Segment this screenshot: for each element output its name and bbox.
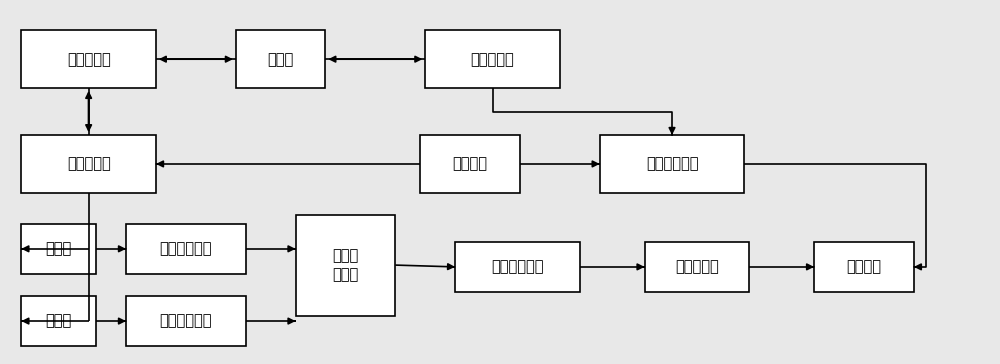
Bar — [126, 296, 246, 347]
Bar — [236, 30, 325, 88]
Text: 双输入
减速机: 双输入 减速机 — [332, 248, 359, 282]
Bar — [21, 30, 156, 88]
Text: 接口转换器: 接口转换器 — [67, 52, 111, 67]
Bar — [21, 296, 96, 347]
Text: 直流电源: 直流电源 — [453, 157, 488, 171]
Text: 升速齿轮箱: 升速齿轮箱 — [675, 260, 719, 274]
Text: 电机一: 电机一 — [46, 241, 72, 256]
Bar — [21, 135, 156, 193]
Bar — [425, 30, 560, 88]
Text: 加载电机: 加载电机 — [846, 260, 881, 274]
Bar — [814, 242, 914, 292]
Text: 数据采集器: 数据采集器 — [471, 52, 514, 67]
Bar — [21, 223, 96, 274]
Bar — [296, 214, 395, 316]
Text: 电机二: 电机二 — [46, 313, 72, 329]
Bar — [645, 242, 749, 292]
Text: 转矩传感器三: 转矩传感器三 — [491, 260, 544, 274]
Bar — [420, 135, 520, 193]
Bar — [600, 135, 744, 193]
Bar — [126, 223, 246, 274]
Text: 转矩传感器二: 转矩传感器二 — [160, 313, 212, 329]
Text: 转矩传感器一: 转矩传感器一 — [160, 241, 212, 256]
Text: 计算机: 计算机 — [267, 52, 294, 67]
Text: 电机控制器: 电机控制器 — [67, 157, 111, 171]
Bar — [455, 242, 580, 292]
Text: 电机控制器二: 电机控制器二 — [646, 157, 698, 171]
